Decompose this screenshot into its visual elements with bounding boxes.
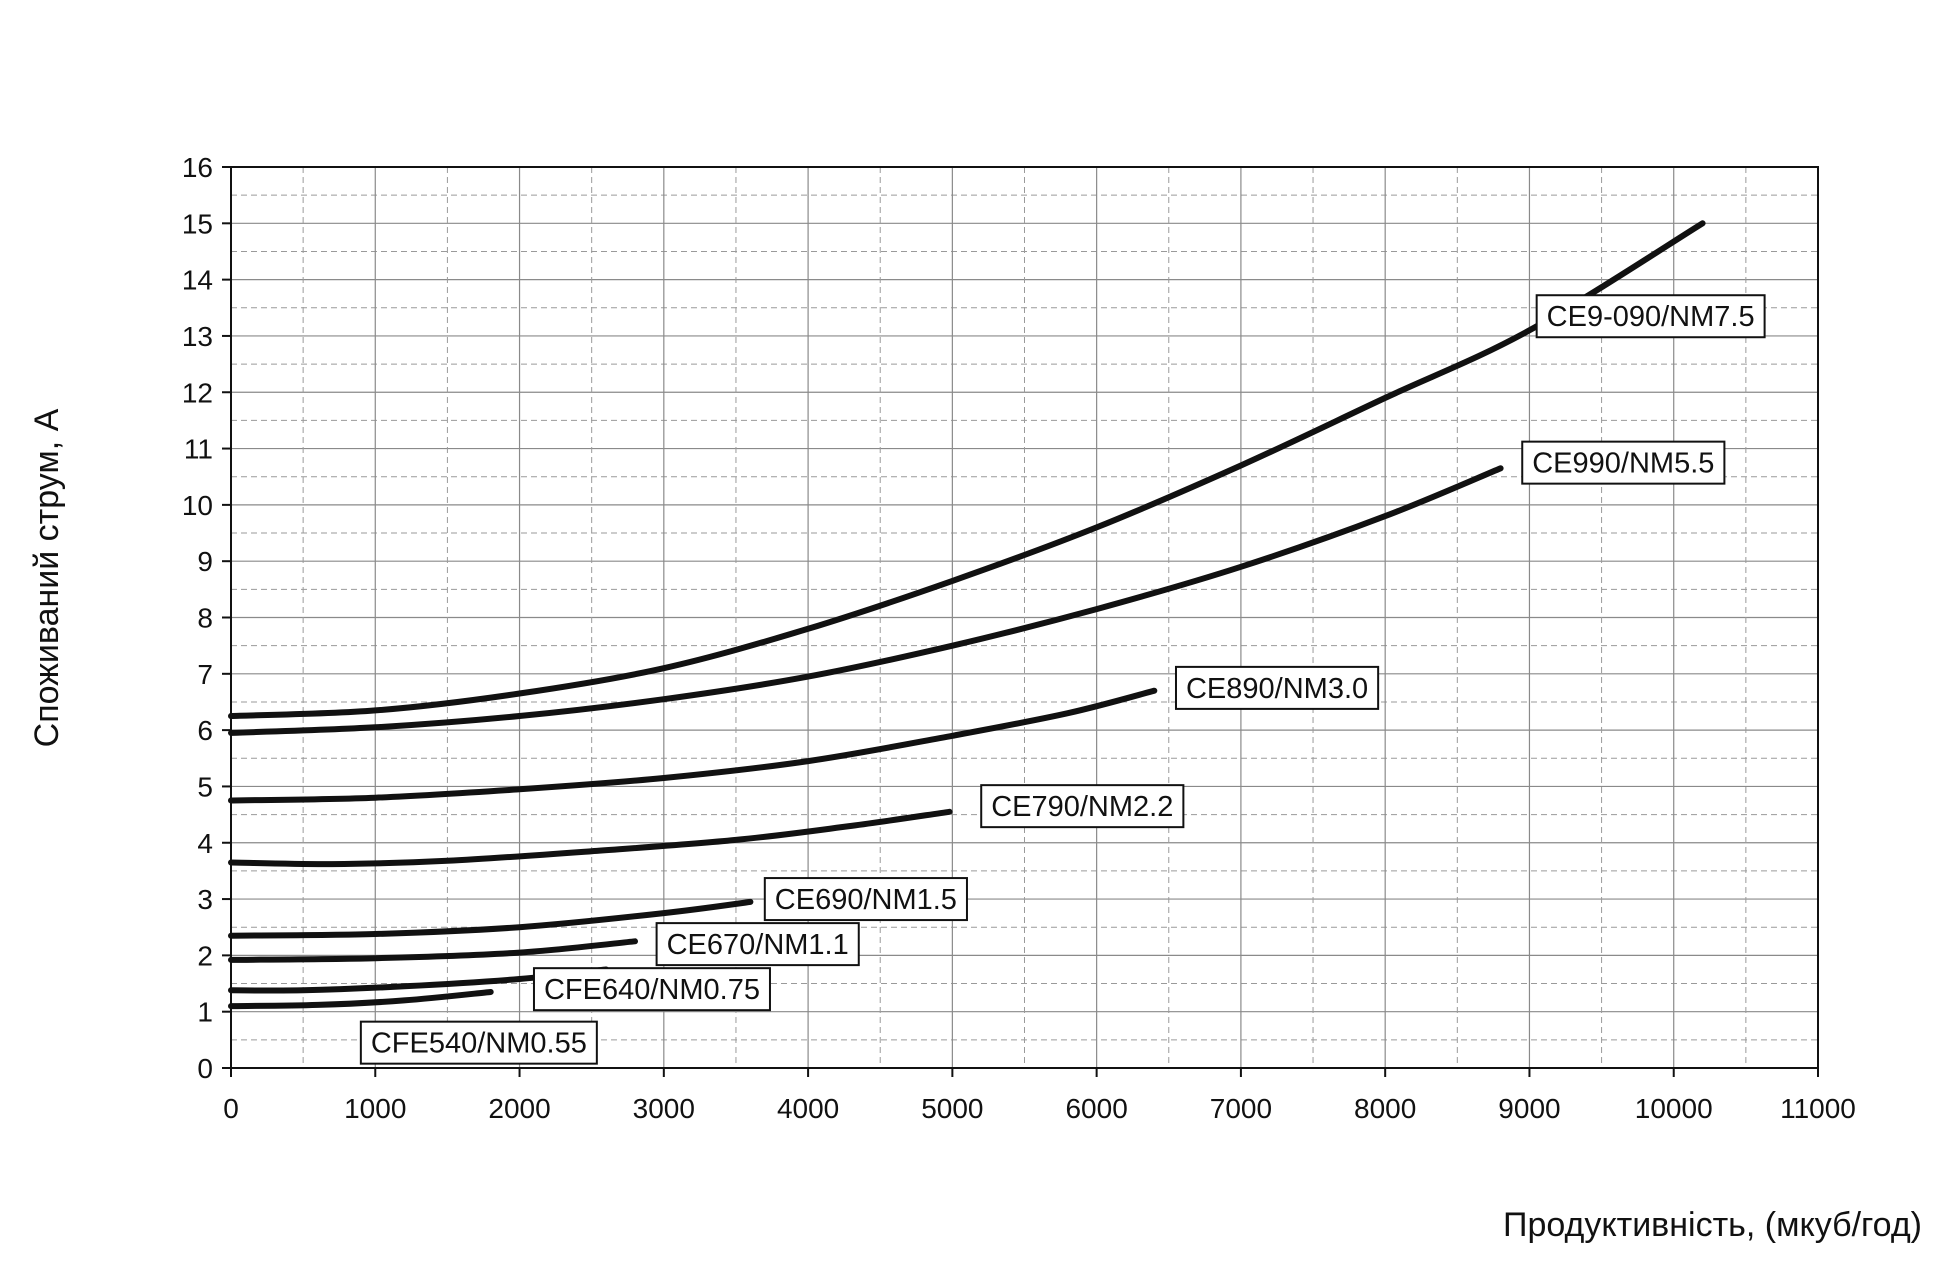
series-label-box bbox=[1521, 440, 1726, 485]
series-line bbox=[228, 465, 1504, 736]
series-label: CE990/NM5.5 bbox=[1521, 440, 1726, 485]
series-label-text: CFE540/NM0.55 bbox=[371, 1028, 587, 1060]
y-tick-label: 10 bbox=[182, 490, 213, 521]
series-label-text: CE690/NM1.5 bbox=[775, 884, 957, 916]
series-label-text: CE670/NM1.1 bbox=[667, 929, 849, 961]
series-label-box bbox=[1174, 665, 1380, 710]
series-label: CE690/NM1.5 bbox=[763, 877, 968, 922]
axes bbox=[222, 166, 1819, 1077]
series-label-box bbox=[655, 922, 860, 967]
y-tick-label: 5 bbox=[197, 771, 213, 802]
y-tick-label: 7 bbox=[197, 659, 213, 690]
x-axis-title: Продуктивність, (мкуб/год) bbox=[1503, 1206, 1922, 1244]
series-label: CE9-090/NM7.5 bbox=[1535, 294, 1766, 339]
series-labels: CE9-090/NM7.5 CE990/NM5.5 CE890/NM3.0 CE790… bbox=[359, 294, 1766, 1065]
series-curves bbox=[228, 220, 1706, 1010]
series-label-box bbox=[359, 1020, 598, 1065]
x-tick-label: 10000 bbox=[1635, 1093, 1713, 1124]
series-label: CFE540/NM0.55 bbox=[359, 1020, 598, 1065]
x-tick-label: 4000 bbox=[777, 1093, 839, 1124]
y-tick-label: 13 bbox=[182, 321, 213, 352]
series-label-box bbox=[763, 877, 968, 922]
y-tick-label: 11 bbox=[184, 434, 213, 465]
series-label-box bbox=[1535, 294, 1766, 339]
x-tick-label: 5000 bbox=[921, 1093, 983, 1124]
y-tick-label: 15 bbox=[182, 208, 213, 239]
series-label-box bbox=[980, 784, 1185, 829]
x-tick-label: 9000 bbox=[1498, 1093, 1560, 1124]
y-tick-label: 9 bbox=[197, 546, 213, 577]
x-tick-label: 11000 bbox=[1780, 1093, 1856, 1124]
series-label-text: CE790/NM2.2 bbox=[991, 791, 1173, 823]
y-tick-label: 8 bbox=[197, 603, 213, 634]
series-line bbox=[228, 989, 494, 1010]
series-line bbox=[228, 938, 638, 963]
y-tick-label: 4 bbox=[197, 828, 213, 859]
x-tick-label: 3000 bbox=[633, 1093, 695, 1124]
series-line bbox=[228, 898, 754, 939]
x-tick-label: 0 bbox=[223, 1093, 239, 1124]
x-tick-label: 1000 bbox=[344, 1093, 406, 1124]
y-tick-label: 16 bbox=[182, 152, 213, 183]
x-tick-label: 2000 bbox=[488, 1093, 550, 1124]
series-line bbox=[228, 808, 953, 868]
x-tick-labels: 0 1000 2000 3000 4000 5000 6000 7000 8000 9000 100… bbox=[223, 1093, 1856, 1124]
series-label: CE670/NM1.1 bbox=[655, 922, 860, 967]
series-label: CE890/NM3.0 bbox=[1174, 665, 1380, 710]
x-tick-label: 7000 bbox=[1210, 1093, 1272, 1124]
series-label: CFE640/NM0.75 bbox=[532, 967, 771, 1012]
y-tick-label: 2 bbox=[197, 940, 213, 971]
series-label: CE790/NM2.2 bbox=[980, 784, 1185, 829]
x-tick-label: 8000 bbox=[1354, 1093, 1416, 1124]
y-tick-label: 3 bbox=[197, 884, 213, 915]
series-label-text: CE890/NM3.0 bbox=[1186, 673, 1368, 705]
y-tick-label: 12 bbox=[182, 377, 213, 408]
series-label-box bbox=[532, 967, 771, 1012]
x-tick-label: 6000 bbox=[1065, 1093, 1127, 1124]
series-label-text: CE990/NM5.5 bbox=[1532, 448, 1714, 480]
series-label-text: CFE640/NM0.75 bbox=[544, 974, 760, 1006]
y-tick-label: 0 bbox=[197, 1053, 213, 1084]
y-tick-label: 1 bbox=[197, 997, 213, 1028]
series-label-text: CE9-090/NM7.5 bbox=[1547, 301, 1755, 333]
y-tick-label: 14 bbox=[182, 265, 213, 296]
y-axis-title: Споживаний струм, А bbox=[28, 408, 66, 747]
y-tick-label: 6 bbox=[197, 715, 213, 746]
series-line bbox=[228, 220, 1706, 719]
series-line bbox=[228, 687, 1158, 804]
